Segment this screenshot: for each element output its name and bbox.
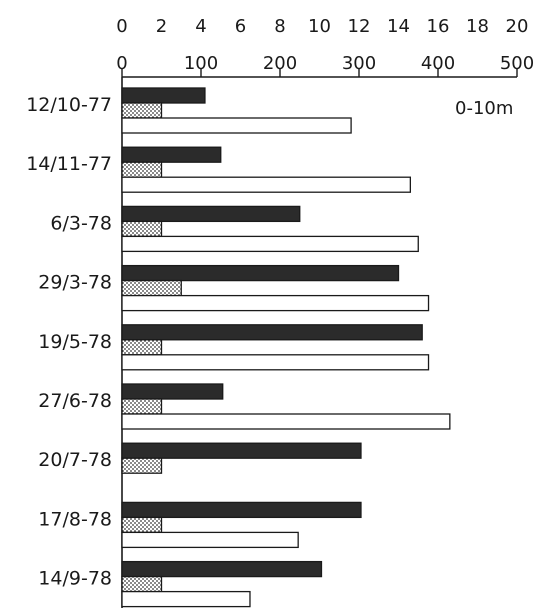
bars [121, 87, 451, 608]
bar-stippled [121, 339, 163, 356]
upper-tick-label: 6 [235, 16, 246, 37]
bar-open [121, 117, 352, 134]
upper-tick-label: 20 [506, 16, 529, 37]
bar-open [121, 294, 430, 312]
bar-dark [121, 264, 400, 282]
upper-tick-label: 0 [116, 16, 127, 37]
upper-tick-label: 14 [387, 16, 410, 37]
category-label: 14/9-78 [38, 568, 112, 590]
category-label: 12/10-77 [26, 94, 112, 116]
bar-stippled [121, 398, 163, 415]
upper-tick-label: 18 [466, 16, 489, 37]
category-label: 20/7-78 [38, 449, 112, 471]
category-label: 27/6-78 [38, 390, 112, 412]
bar-dark [121, 442, 362, 459]
lower-tick-label: 200 [263, 53, 297, 74]
axes: 0 2 4 6 8 10 12 14 16 18 200 100 200 300 400 500 [116, 16, 534, 608]
category-label: 29/3-78 [38, 272, 112, 294]
upper-tick-label: 10 [308, 16, 331, 37]
upper-tick-label: 12 [348, 16, 371, 37]
bar-dark [121, 501, 362, 519]
upper-tick-label: 8 [274, 16, 285, 37]
bar-dark [121, 205, 301, 223]
category-label: 19/5-78 [38, 331, 112, 353]
bar-stippled [121, 161, 163, 178]
bar-open [121, 413, 451, 430]
bar-open [121, 354, 430, 371]
lower-tick-label: 300 [342, 53, 376, 74]
category-label: 14/11-77 [26, 153, 112, 175]
upper-tick-label: 2 [156, 16, 167, 37]
category-label: 6/3-78 [50, 212, 112, 234]
depth-annotation: 0-10m [455, 98, 513, 119]
lower-tick-label: 100 [184, 53, 218, 74]
bar-open [121, 531, 299, 549]
upper-tick-label: 4 [195, 16, 206, 37]
category-labels: 12/10-77 14/11-77 6/3-78 29/3-78 19/5-78 27/6… [26, 94, 112, 590]
lower-tick-label: 500 [500, 53, 534, 74]
lower-tick-label: 0 [116, 53, 127, 74]
bar-dark [121, 324, 423, 341]
lower-tick-label: 400 [421, 53, 455, 74]
bar-dark [121, 383, 224, 400]
bar-stippled [121, 575, 163, 593]
bar-stippled [121, 279, 182, 297]
bar-open [121, 176, 412, 193]
category-label: 17/8-78 [38, 508, 112, 530]
bar-dark [121, 87, 206, 104]
bar-stippled [121, 516, 163, 534]
bar-stippled [121, 220, 163, 238]
bar-dark [121, 146, 222, 163]
bar-dark [121, 560, 323, 578]
bar-stippled [121, 102, 163, 119]
bar-stippled [121, 457, 163, 474]
bar-open [121, 235, 419, 253]
upper-tick-label: 16 [427, 16, 450, 37]
bar-open [121, 590, 251, 608]
